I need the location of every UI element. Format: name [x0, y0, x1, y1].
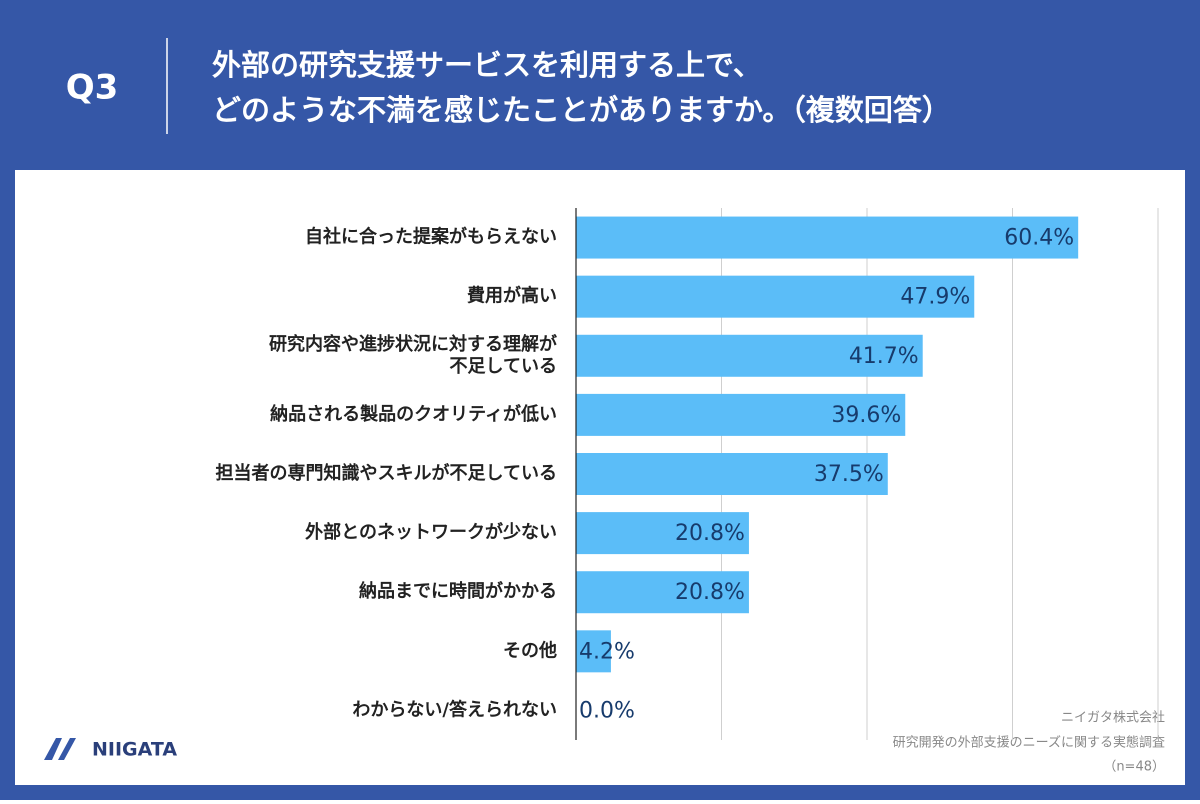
- bar: [576, 275, 975, 318]
- value-label: 4.2%: [579, 639, 635, 664]
- question-label: Q3: [66, 68, 119, 108]
- bar: [576, 334, 923, 377]
- value-label: 60.4%: [1004, 226, 1074, 251]
- logo: NIIGATA: [44, 738, 177, 761]
- bar: [576, 630, 611, 673]
- bar: [576, 571, 749, 614]
- category-label: 担当者の専門知識やスキルが不足している: [216, 462, 557, 484]
- source: （n=48）: [1103, 760, 1165, 775]
- category-label: 研究内容や進捗状況に対する理解が不足している: [269, 333, 557, 377]
- bar: [576, 216, 1079, 259]
- source: 研究開発の外部支援のニーズに関する実態調査: [893, 735, 1165, 751]
- category-label: 納品までに時間がかかる: [359, 580, 557, 602]
- value-label: 20.8%: [675, 521, 745, 546]
- value-label: 20.8%: [675, 580, 745, 605]
- value-label: 47.9%: [900, 285, 970, 310]
- bar: [576, 453, 888, 495]
- category-label: わからない/答えられない: [352, 698, 557, 720]
- category-label: 費用が高い: [467, 285, 557, 307]
- bar: [576, 393, 906, 436]
- logo-text: NIIGATA: [92, 739, 177, 761]
- title-line: どのような不満を感じたことがありますか。（複数回答）: [212, 93, 951, 127]
- value-label: 0.0%: [579, 698, 635, 723]
- title-line: 外部の研究支援サービスを利用する上で、: [212, 48, 762, 82]
- logo-icon: [44, 738, 76, 760]
- category-label: 納品される製品のクオリティが低い: [270, 403, 557, 425]
- category-label: その他: [503, 639, 557, 661]
- value-label: 41.7%: [849, 344, 919, 369]
- value-label: 37.5%: [814, 462, 884, 487]
- category-label: 自社に合った提案がもらえない: [305, 226, 557, 248]
- source: ニイガタ株式会社: [1061, 710, 1165, 726]
- category-label: 外部とのネットワークが少ない: [305, 521, 557, 543]
- bar: [576, 512, 749, 555]
- value-label: 39.6%: [831, 403, 901, 428]
